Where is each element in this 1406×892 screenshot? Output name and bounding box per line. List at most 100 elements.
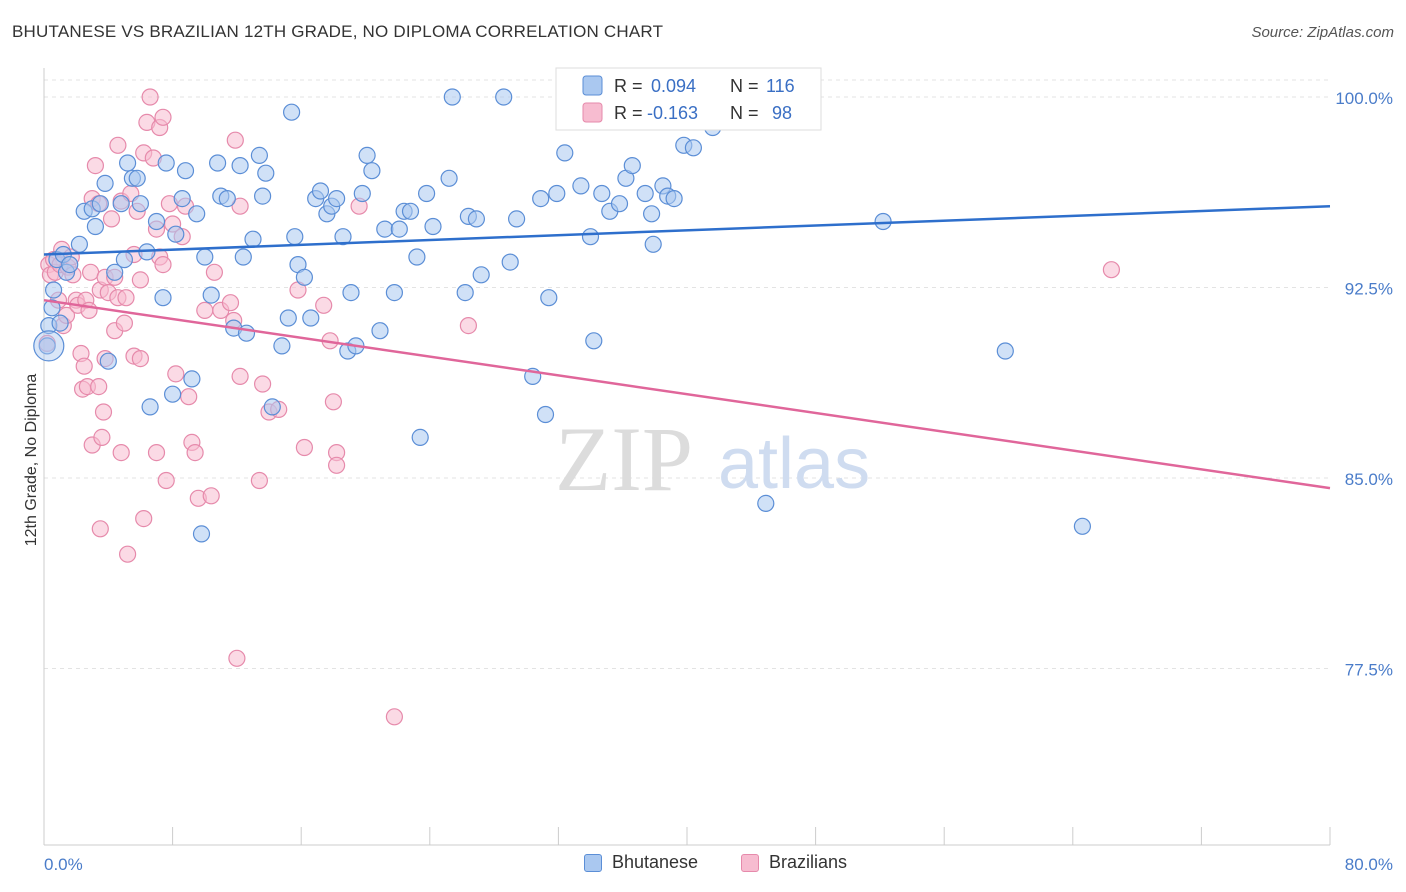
point-bhutanese [467, 210, 485, 228]
point-bhutanese [237, 324, 256, 342]
point-bhutanese [996, 342, 1014, 360]
point-brazilians [186, 444, 204, 462]
point-bhutanese [376, 220, 394, 238]
point-bhutanese [424, 217, 442, 236]
point-bhutanese [443, 88, 461, 106]
point-brazilians [94, 403, 113, 421]
point-bhutanese [385, 284, 403, 302]
tick-labels: 77.5% 85.0% 92.5% 100.0% 0.0% 80.0% [44, 89, 1393, 874]
point-bhutanese [61, 256, 79, 274]
legend-n-label-bhutanese: N = [730, 76, 759, 96]
point-bhutanese [234, 248, 252, 266]
point-bhutanese [283, 103, 301, 121]
data-points [33, 88, 1121, 726]
point-brazilians [154, 108, 172, 126]
point-bhutanese [91, 195, 109, 213]
point-bhutanese [164, 385, 182, 403]
point-bhutanese [495, 88, 513, 106]
chart-title: BHUTANESE VS BRAZILIAN 12TH GRADE, NO DI… [12, 22, 664, 41]
point-bhutanese [96, 174, 114, 192]
point-bhutanese [188, 205, 206, 223]
x-tick-label-max: 80.0% [1345, 855, 1393, 874]
y-axis-label: 12th Grade, No Diploma [23, 374, 40, 547]
point-bhutanese [279, 309, 297, 327]
point-bhutanese [472, 266, 490, 284]
point-bhutanese [540, 289, 558, 307]
point-bhutanese [244, 230, 262, 248]
legend-r-value-bhutanese: 0.094 [651, 76, 696, 96]
point-bhutanese [254, 187, 272, 205]
point-bhutanese [115, 251, 134, 269]
trend-lines [43, 204, 1331, 490]
point-bhutanese [532, 190, 550, 208]
point-brazilians [196, 301, 214, 319]
point-brazilians [131, 350, 149, 368]
point-brazilians [250, 471, 268, 490]
bottom-legend-swatch-brazilians [741, 853, 759, 872]
point-bhutanese [548, 184, 566, 203]
point-bhutanese [86, 217, 105, 236]
point-bhutanese [757, 494, 775, 512]
point-bhutanese [209, 154, 227, 172]
point-bhutanese [1073, 517, 1092, 535]
point-bhutanese [263, 398, 281, 416]
source-note: Source: ZipAtlas.com [1251, 24, 1394, 41]
point-bhutanese-large [33, 330, 65, 362]
point-bhutanese [231, 157, 249, 175]
point-bhutanese [302, 309, 320, 327]
point-brazilians [102, 210, 121, 228]
point-bhutanese [581, 228, 600, 246]
point-brazilians [226, 131, 244, 149]
point-bhutanese [401, 202, 420, 220]
point-bhutanese [157, 154, 175, 172]
point-brazilians [385, 708, 403, 726]
point-brazilians [135, 509, 153, 528]
y-tick-label: 100.0% [1335, 89, 1393, 108]
point-bhutanese [257, 164, 275, 182]
point-bhutanese [572, 177, 590, 195]
point-bhutanese [128, 169, 146, 187]
point-brazilians [131, 271, 149, 289]
point-bhutanese [408, 248, 426, 266]
bottom-legend-label-bhutanese: Bhutanese [612, 852, 699, 872]
point-brazilians [91, 520, 109, 538]
point-brazilians [86, 157, 105, 175]
point-brazilians [141, 88, 159, 106]
bottom-legend-brazilians: Brazilians [741, 852, 847, 873]
point-bhutanese [202, 286, 220, 304]
point-bhutanese [644, 235, 662, 253]
x-tick-label-min: 0.0% [44, 855, 83, 874]
point-bhutanese [273, 337, 291, 355]
legend-r-label-bhutanese: R = [614, 76, 643, 96]
point-brazilians [93, 428, 111, 446]
point-bhutanese [311, 182, 330, 200]
point-bhutanese [593, 184, 611, 203]
point-brazilians [109, 136, 127, 154]
axes [43, 68, 1331, 846]
point-bhutanese [456, 284, 474, 302]
point-bhutanese [38, 337, 56, 355]
point-brazilians [147, 444, 166, 462]
point-brazilians [167, 365, 185, 383]
point-brazilians [315, 296, 333, 314]
point-bhutanese [418, 184, 436, 203]
point-brazilians [459, 317, 477, 335]
point-brazilians [295, 438, 313, 457]
point-brazilians [202, 487, 220, 505]
watermark-zip: ZIP [555, 408, 693, 510]
point-brazilians [157, 471, 175, 490]
point-bhutanese [390, 220, 408, 238]
legend-r-value-brazilians: -0.163 [647, 103, 698, 123]
point-bhutanese [501, 253, 519, 271]
point-bhutanese [334, 228, 352, 246]
point-bhutanese [141, 398, 159, 416]
point-brazilians [154, 256, 172, 274]
point-brazilians [112, 444, 130, 462]
point-brazilians [324, 393, 342, 411]
point-bhutanese [196, 248, 214, 266]
point-bhutanese [623, 157, 641, 175]
top-legend: R = 0.094 N = 116 R = -0.163 N = 98 [555, 67, 822, 131]
point-bhutanese [636, 184, 654, 203]
point-bhutanese [610, 195, 629, 213]
